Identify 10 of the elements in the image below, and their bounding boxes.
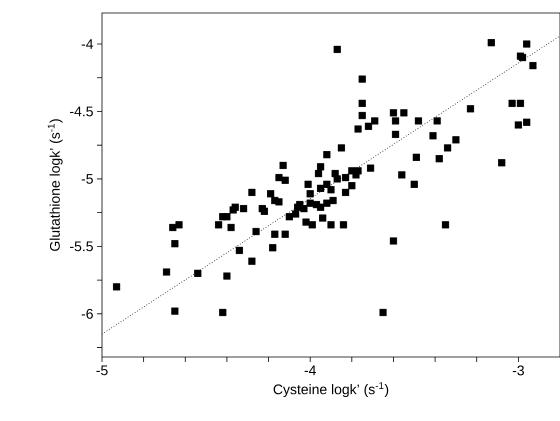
- x-tick-label: -3: [512, 366, 524, 376]
- y-tick-label: -4: [82, 39, 94, 49]
- y-tick-label: -5: [82, 174, 93, 184]
- y-tick-label: -4.5: [70, 106, 93, 116]
- y-axis-title: Glutathione logk’ (s$^{-1}$): [48, 119, 63, 251]
- x-axis-title: Cysteine logk’ (s$^{-1}$): [274, 382, 388, 398]
- x-tick-label: -4: [304, 366, 316, 376]
- y-tick-label: -5.5: [70, 242, 93, 252]
- x-tick-label: -5: [96, 366, 108, 376]
- y-tick-label: -6: [82, 308, 93, 319]
